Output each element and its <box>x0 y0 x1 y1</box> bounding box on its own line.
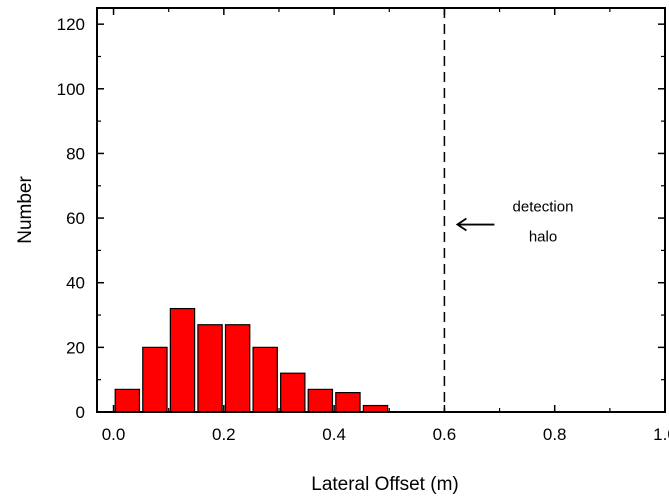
bar <box>142 346 168 413</box>
bar <box>335 392 361 413</box>
x-tick-label: 0.4 <box>322 425 346 444</box>
y-tick-label: 20 <box>66 338 85 357</box>
x-tick-label: 1.0 <box>653 425 669 444</box>
tick-labels-group: 0.0 0.2 0.4 0.6 0.8 1.0 0 20 40 60 80 100 120 <box>57 15 669 444</box>
y-tick-label: 100 <box>57 80 85 99</box>
x-tick-label: 0.8 <box>543 425 567 444</box>
y-tick-label: 120 <box>57 15 85 34</box>
x-tick-label: 0.0 <box>102 425 126 444</box>
bar <box>307 388 334 413</box>
bar <box>197 324 223 413</box>
x-tick-label: 0.6 <box>433 425 457 444</box>
annotation-line-2: halo <box>529 228 557 245</box>
y-tick-label: 80 <box>66 144 85 163</box>
bar <box>252 346 278 413</box>
bar <box>114 388 141 413</box>
bar <box>169 307 196 413</box>
x-axis-label: Lateral Offset (m) <box>311 474 458 495</box>
bars-group <box>114 307 389 413</box>
arrow-head <box>455 217 467 232</box>
plot-frame <box>96 7 666 413</box>
y-tick-label: 60 <box>66 209 85 228</box>
y-axis-label: Number <box>15 176 36 244</box>
annotation-arrow <box>455 217 495 232</box>
annotation-line-1: detection <box>513 199 574 216</box>
y-tick-label: 40 <box>66 274 85 293</box>
y-tick-label: 0 <box>76 403 85 422</box>
bar <box>280 372 306 413</box>
x-tick-label: 0.2 <box>212 425 236 444</box>
bar <box>224 324 251 413</box>
